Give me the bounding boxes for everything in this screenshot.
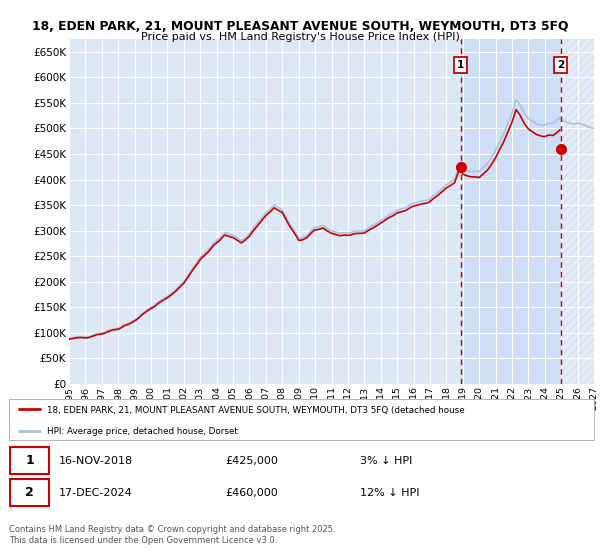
Text: 1: 1 [25,454,34,467]
Text: 2: 2 [557,60,564,70]
Text: HPI: Average price, detached house, Dorset: HPI: Average price, detached house, Dors… [47,427,238,436]
Text: 16-NOV-2018: 16-NOV-2018 [59,456,133,466]
Text: 18, EDEN PARK, 21, MOUNT PLEASANT AVENUE SOUTH, WEYMOUTH, DT3 5FQ (detached hous: 18, EDEN PARK, 21, MOUNT PLEASANT AVENUE… [47,405,464,414]
Bar [560,39,594,384]
Text: £460,000: £460,000 [226,488,278,498]
Text: Price paid vs. HM Land Registry's House Price Index (HPI): Price paid vs. HM Land Registry's House … [140,32,460,43]
Text: 3% ↓ HPI: 3% ↓ HPI [360,456,412,466]
Bar [560,39,594,384]
Text: 12% ↓ HPI: 12% ↓ HPI [360,488,419,498]
FancyBboxPatch shape [10,479,49,506]
Text: 2: 2 [25,486,34,500]
Text: 17-DEC-2024: 17-DEC-2024 [59,488,133,498]
Text: £425,000: £425,000 [226,456,278,466]
Text: Contains HM Land Registry data © Crown copyright and database right 2025.
This d: Contains HM Land Registry data © Crown c… [9,525,335,545]
Bar [461,39,560,384]
Text: 18, EDEN PARK, 21, MOUNT PLEASANT AVENUE SOUTH, WEYMOUTH, DT3 5FQ: 18, EDEN PARK, 21, MOUNT PLEASANT AVENUE… [32,20,568,32]
FancyBboxPatch shape [10,447,49,474]
Text: 1: 1 [457,60,464,70]
